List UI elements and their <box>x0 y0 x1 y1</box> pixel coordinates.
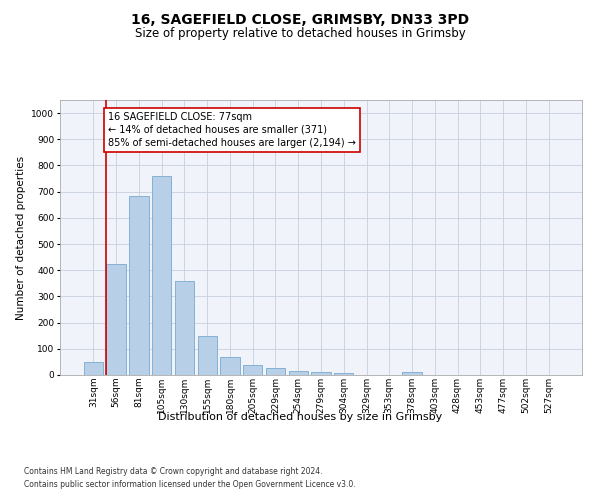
Text: Contains HM Land Registry data © Crown copyright and database right 2024.: Contains HM Land Registry data © Crown c… <box>24 468 323 476</box>
Bar <box>106 264 126 375</box>
Bar <box>220 356 239 375</box>
Bar <box>289 371 308 375</box>
Bar <box>403 372 422 375</box>
Y-axis label: Number of detached properties: Number of detached properties <box>16 156 26 320</box>
Bar <box>84 362 103 375</box>
Text: Size of property relative to detached houses in Grimsby: Size of property relative to detached ho… <box>134 28 466 40</box>
Bar <box>311 372 331 375</box>
Bar <box>175 280 194 375</box>
Bar <box>243 365 262 375</box>
Text: Contains public sector information licensed under the Open Government Licence v3: Contains public sector information licen… <box>24 480 356 489</box>
Bar <box>334 373 353 375</box>
Text: 16, SAGEFIELD CLOSE, GRIMSBY, DN33 3PD: 16, SAGEFIELD CLOSE, GRIMSBY, DN33 3PD <box>131 12 469 26</box>
Bar <box>266 368 285 375</box>
Bar <box>197 336 217 375</box>
Text: 16 SAGEFIELD CLOSE: 77sqm
← 14% of detached houses are smaller (371)
85% of semi: 16 SAGEFIELD CLOSE: 77sqm ← 14% of detac… <box>109 112 356 148</box>
Bar <box>129 196 149 375</box>
Bar <box>152 176 172 375</box>
Text: Distribution of detached houses by size in Grimsby: Distribution of detached houses by size … <box>158 412 442 422</box>
